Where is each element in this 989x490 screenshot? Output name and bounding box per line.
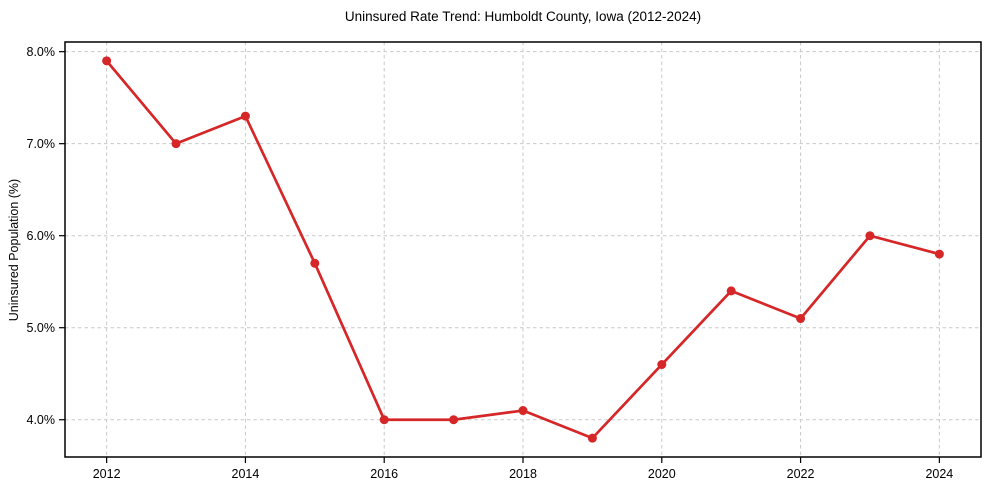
x-tick-label: 2016: [370, 467, 398, 481]
y-tick-label: 4.0%: [27, 413, 56, 427]
y-tick-label: 7.0%: [27, 137, 56, 151]
x-tick-label: 2020: [648, 467, 676, 481]
data-point-marker: [102, 56, 112, 66]
data-point-marker: [865, 231, 875, 241]
data-point-marker: [657, 360, 667, 370]
data-point-marker: [796, 314, 806, 324]
data-point-marker: [240, 111, 250, 121]
data-point-marker: [310, 258, 320, 268]
chart-title: Uninsured Rate Trend: Humboldt County, I…: [344, 9, 702, 24]
x-tick-label: 2018: [509, 467, 537, 481]
y-tick-label: 8.0%: [27, 45, 56, 59]
x-tick-label: 2014: [232, 467, 260, 481]
data-point-marker: [171, 139, 181, 149]
data-point-marker: [726, 286, 736, 296]
axis-ticks: [59, 51, 940, 463]
data-point-marker: [934, 249, 944, 259]
data-point-marker: [379, 415, 389, 425]
data-point-marker: [518, 406, 528, 416]
data-point-marker: [449, 415, 459, 425]
y-tick-label: 5.0%: [27, 321, 56, 335]
x-tick-label: 2012: [93, 467, 121, 481]
gridlines: [65, 42, 981, 457]
y-tick-label: 6.0%: [27, 229, 56, 243]
axis-tick-labels: 4.0% 5.0% 6.0% 7.0% 8.0% 2012 2014 2016 2018 2020…: [27, 45, 954, 481]
x-tick-label: 2022: [787, 467, 815, 481]
data-point-marker: [587, 433, 597, 443]
x-tick-label: 2024: [925, 467, 953, 481]
data-series: [102, 56, 944, 443]
